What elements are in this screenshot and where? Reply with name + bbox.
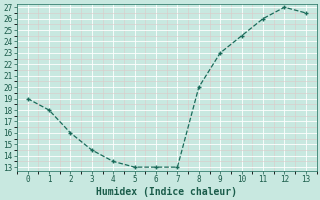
X-axis label: Humidex (Indice chaleur): Humidex (Indice chaleur)	[96, 186, 237, 197]
